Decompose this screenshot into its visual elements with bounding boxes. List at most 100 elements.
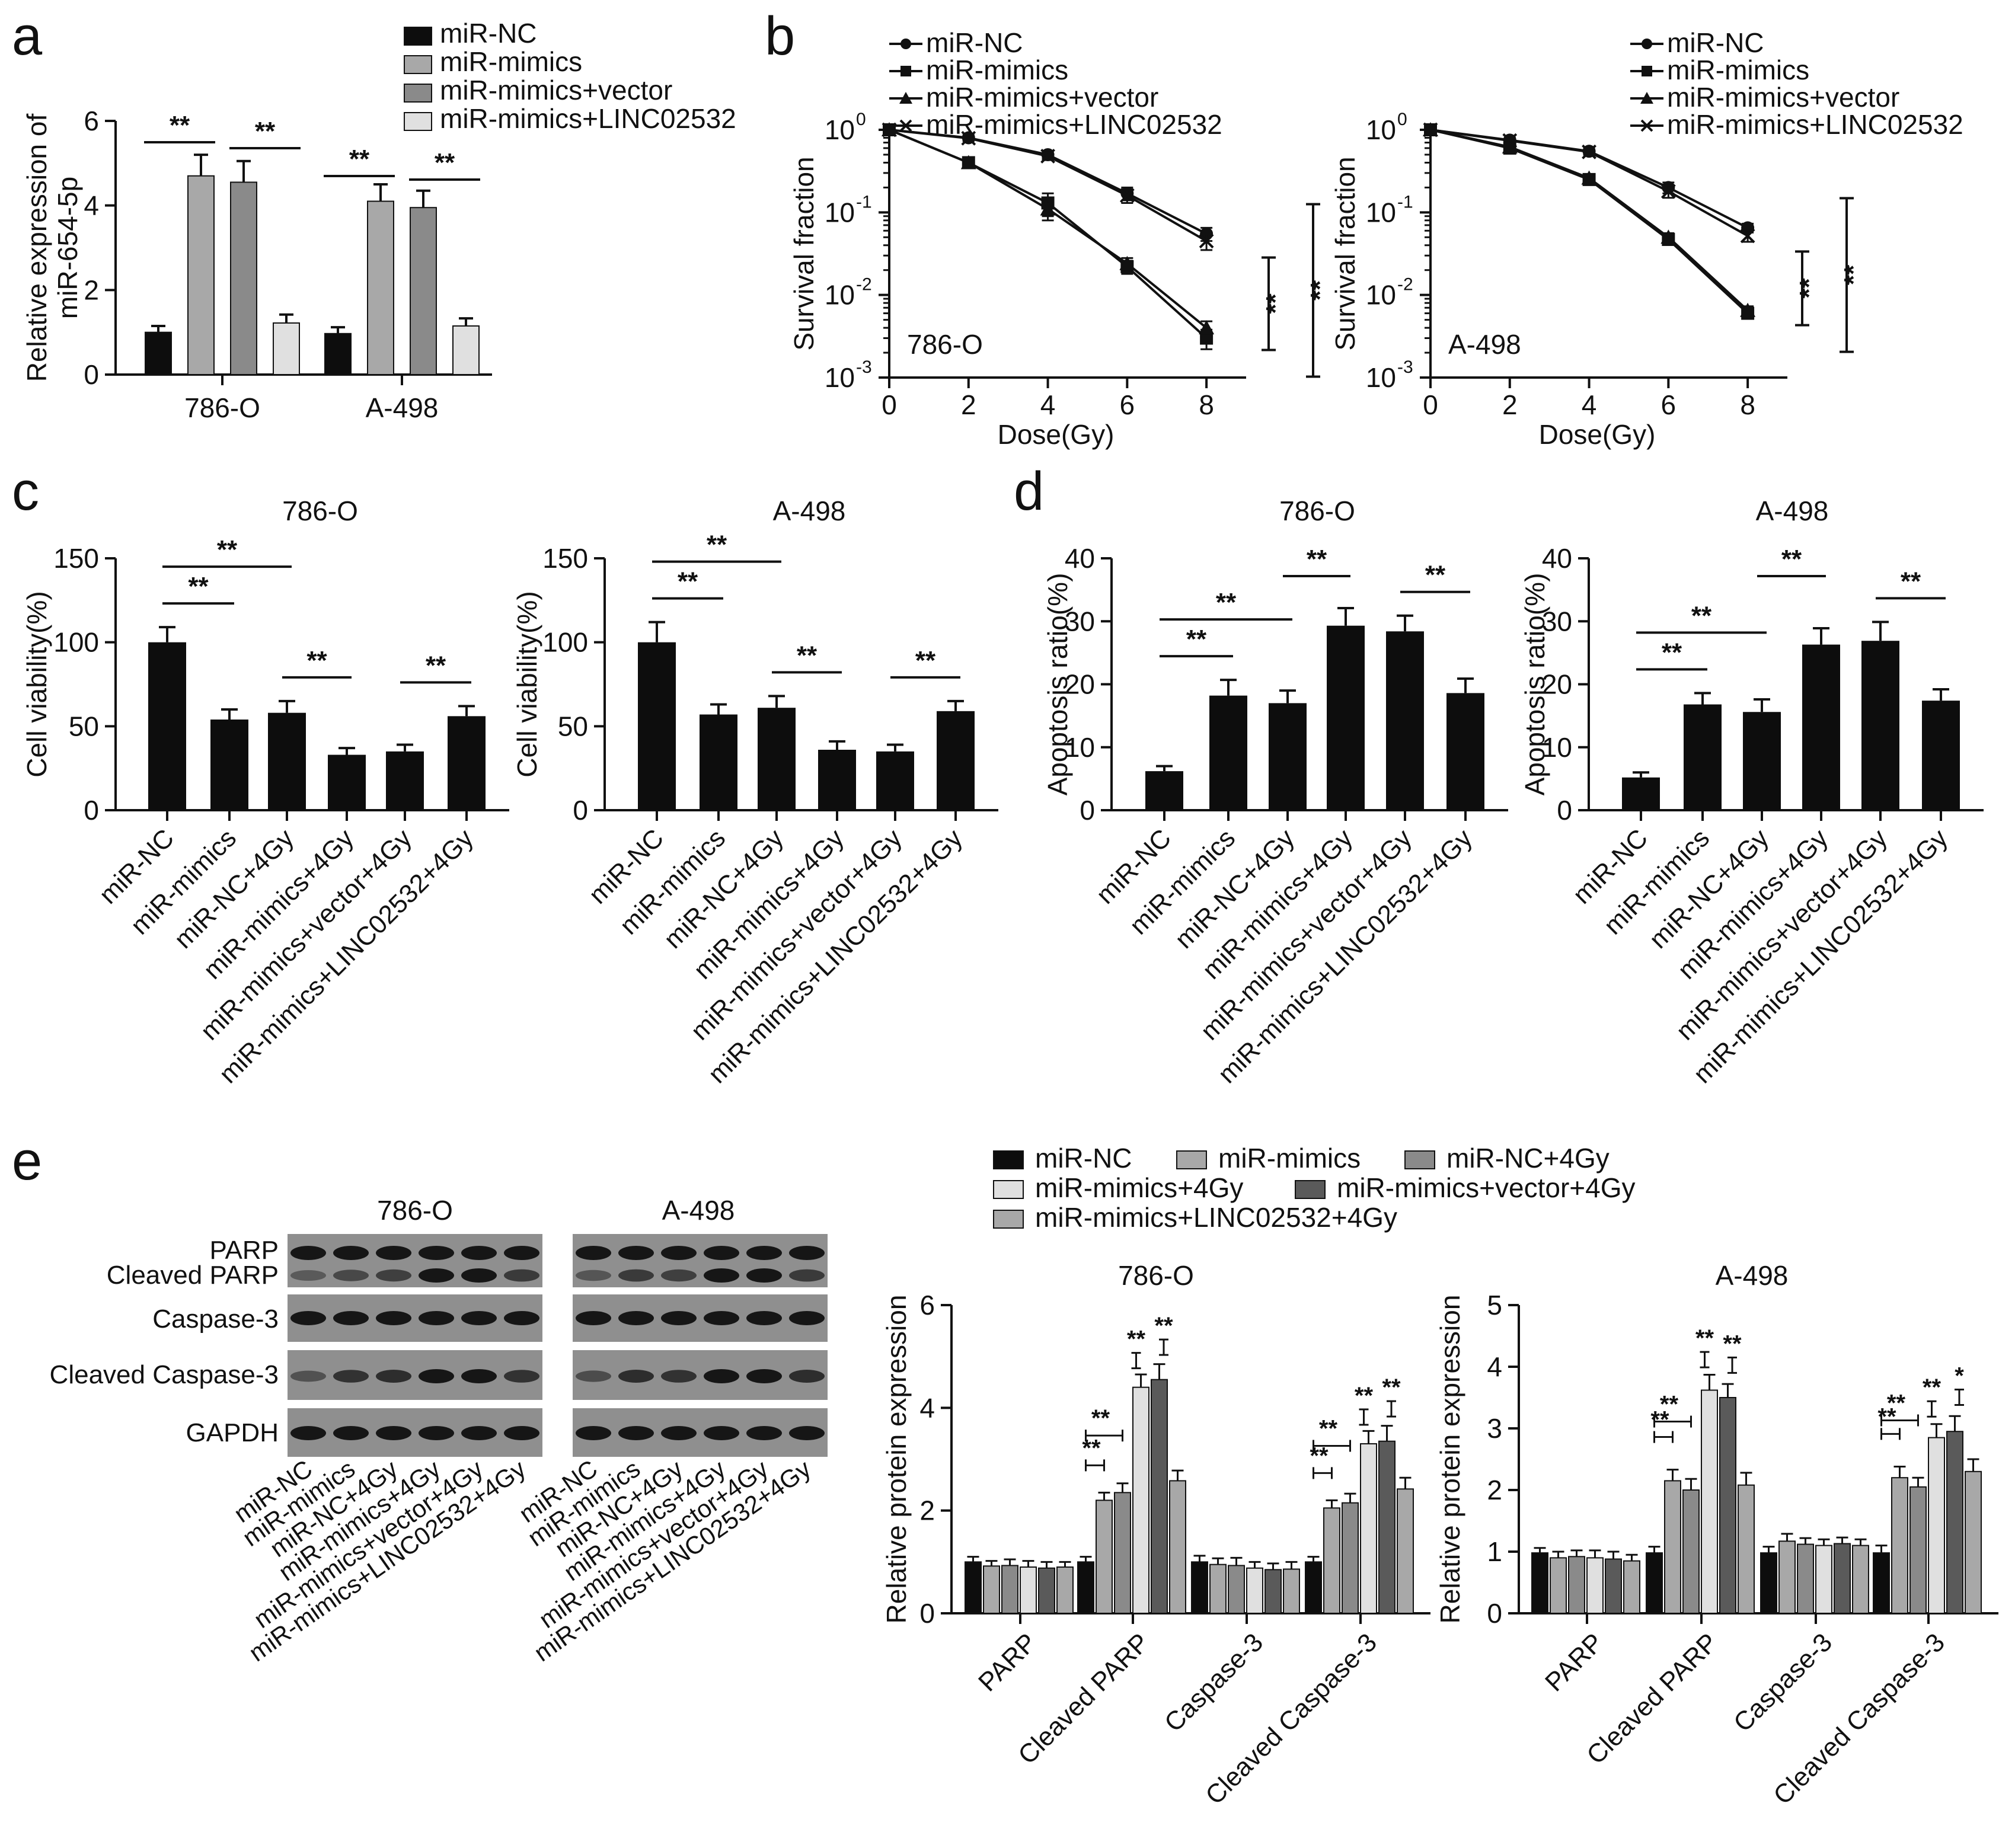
bar xyxy=(1852,1545,1869,1614)
bar xyxy=(818,750,856,810)
marker-triangle xyxy=(1581,170,1597,185)
bar xyxy=(187,175,215,375)
x-tick-label: 8 xyxy=(1199,389,1214,420)
significance-label: ** xyxy=(1127,1326,1146,1353)
bar xyxy=(448,716,486,810)
y-tick-label: 0 xyxy=(84,359,99,390)
y-tick-label: 4 xyxy=(919,1392,935,1423)
significance-label: ** xyxy=(678,567,698,596)
blot-band xyxy=(618,1370,654,1383)
significance-label: * xyxy=(1955,1363,1964,1389)
blot-band xyxy=(504,1246,539,1260)
marker-triangle xyxy=(1740,302,1756,317)
y-tick-label: 10 xyxy=(825,197,855,228)
blot-band xyxy=(576,1270,611,1281)
bar xyxy=(1360,1443,1377,1614)
significance-label: ** xyxy=(255,117,276,146)
legend-label: miR-mimics+LINC02532 xyxy=(926,109,1222,140)
legend-label: miR-NC xyxy=(1035,1143,1132,1174)
significance-label: ** xyxy=(1794,277,1824,298)
bar xyxy=(324,332,352,375)
significance-label: ** xyxy=(1923,1374,1941,1401)
blot-membrane xyxy=(573,1294,828,1342)
marker-circle xyxy=(1642,39,1652,49)
blot-band xyxy=(333,1426,369,1440)
x-tick-label: 2 xyxy=(961,389,976,420)
blot-band xyxy=(704,1426,739,1440)
blot-band xyxy=(789,1246,825,1260)
blot-band xyxy=(504,1426,539,1440)
bar xyxy=(268,712,306,810)
blot-band xyxy=(376,1426,411,1440)
blot-band xyxy=(333,1270,369,1281)
y-tick-label: 6 xyxy=(919,1290,935,1321)
blot-band xyxy=(376,1370,411,1383)
marker-triangle xyxy=(1660,229,1677,244)
significance-label: ** xyxy=(1691,601,1712,630)
y-tick-exponent: -3 xyxy=(856,357,872,377)
bar xyxy=(1020,1566,1037,1614)
bar xyxy=(1531,1552,1548,1614)
y-tick-label: 2 xyxy=(84,274,99,305)
blot-membrane xyxy=(573,1408,828,1457)
blot-band xyxy=(704,1268,739,1283)
bar xyxy=(1077,1561,1094,1614)
blot-membrane xyxy=(573,1234,828,1287)
y-tick-label: 40 xyxy=(1065,543,1095,574)
legend-swatch xyxy=(404,112,432,131)
significance-label: ** xyxy=(1091,1405,1110,1431)
blot-band xyxy=(461,1369,497,1383)
y-tick-label: 5 xyxy=(1487,1290,1502,1321)
blot-cell-line-label: A-498 xyxy=(662,1195,735,1226)
marker-triangle xyxy=(1640,92,1653,104)
blot-band xyxy=(661,1311,697,1325)
blot-band xyxy=(419,1311,454,1325)
bar xyxy=(148,642,186,810)
bar xyxy=(1760,1552,1777,1614)
significance-label: ** xyxy=(1382,1374,1401,1401)
blot-band xyxy=(661,1426,697,1440)
y-tick-exponent: 0 xyxy=(856,110,866,129)
blot-band xyxy=(419,1246,454,1260)
bar xyxy=(1209,695,1247,810)
legend-label: miR-mimics xyxy=(926,55,1068,85)
significance-label: ** xyxy=(1355,1383,1374,1409)
blot-band xyxy=(376,1246,411,1260)
bar xyxy=(1834,1543,1851,1614)
y-tick-label: 10 xyxy=(1366,280,1396,311)
bar xyxy=(1327,625,1365,810)
x-tick-label: Caspase-3 xyxy=(1159,1628,1269,1737)
y-tick-exponent: 0 xyxy=(1397,110,1407,129)
bar xyxy=(210,720,248,810)
y-tick-label: 0 xyxy=(919,1598,935,1629)
marker-triangle xyxy=(1119,255,1135,270)
marker-square xyxy=(1200,331,1214,345)
blot-band xyxy=(419,1268,454,1283)
significance-label: ** xyxy=(188,572,209,601)
blot-band xyxy=(618,1269,654,1282)
blot-membrane xyxy=(288,1294,542,1342)
bar xyxy=(1802,644,1840,810)
y-tick-label: 30 xyxy=(1065,606,1095,637)
panel-letter-d: d xyxy=(1014,461,1044,522)
blot-band xyxy=(290,1311,326,1325)
x-tick-label: 6 xyxy=(1120,389,1135,420)
panel-letter-b: b xyxy=(765,6,795,66)
blot-band xyxy=(461,1311,497,1325)
legend-label: miR-mimics+vector xyxy=(926,82,1158,113)
panel-letter-c: c xyxy=(12,461,39,522)
bar xyxy=(1132,1386,1149,1614)
blot-band xyxy=(746,1426,782,1440)
panel-a-bar-chart: 0 2 4 6 Relative expression of miR-654-5p 786-… xyxy=(21,18,736,423)
blot-band xyxy=(504,1269,539,1282)
significance-label: ** xyxy=(1261,293,1290,314)
x-axis-label: Dose(Gy) xyxy=(998,419,1115,450)
significance-label: ** xyxy=(1781,545,1802,574)
bar xyxy=(273,322,300,375)
marker-x xyxy=(1119,188,1135,203)
legend-swatch xyxy=(404,84,432,103)
bar xyxy=(1586,1557,1604,1614)
